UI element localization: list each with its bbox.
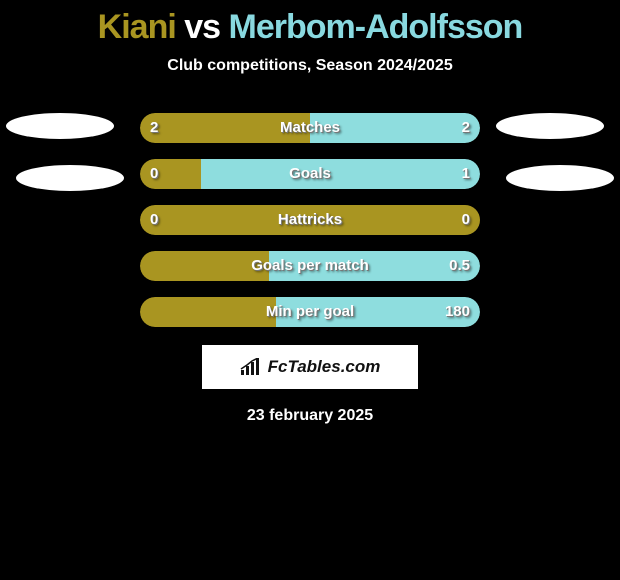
stat-row: 0.5Goals per match — [0, 251, 620, 281]
logo-text: FcTables.com — [268, 357, 381, 377]
snapshot-date: 23 february 2025 — [0, 407, 620, 425]
stat-label: Goals per match — [140, 251, 480, 281]
stat-row: 00Hattricks — [0, 205, 620, 235]
stat-label: Min per goal — [140, 297, 480, 327]
competition-subtitle: Club competitions, Season 2024/2025 — [0, 57, 620, 75]
comparison-title: Kiani vs Merbom-Adolfsson — [0, 0, 620, 47]
stat-row: 180Min per goal — [0, 297, 620, 327]
stats-chart: 22Matches 01Goals 00Hattricks 0.5Goals per … — [0, 113, 620, 327]
bar-chart-icon — [240, 358, 262, 376]
vs-text: vs — [184, 8, 220, 46]
player2-name: Merbom-Adolfsson — [229, 8, 523, 46]
stat-label: Matches — [140, 113, 480, 143]
stat-row: 22Matches — [0, 113, 620, 143]
stat-label: Hattricks — [140, 205, 480, 235]
stat-label: Goals — [140, 159, 480, 189]
player1-name: Kiani — [98, 8, 176, 46]
fctables-logo[interactable]: FcTables.com — [202, 345, 418, 389]
stat-row: 01Goals — [0, 159, 620, 189]
